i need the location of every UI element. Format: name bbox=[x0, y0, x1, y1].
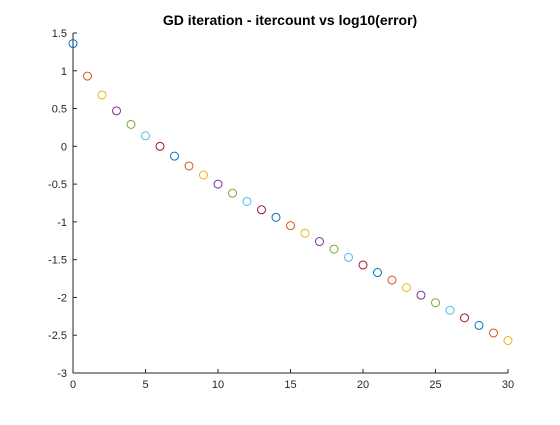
data-point bbox=[358, 260, 368, 270]
data-point bbox=[373, 268, 382, 278]
x-tick-label: 5 bbox=[142, 379, 148, 391]
data-point bbox=[286, 221, 295, 231]
data-point bbox=[228, 188, 237, 198]
chart-title: GD iteration - itercount vs log10(error) bbox=[163, 12, 417, 28]
data-point bbox=[141, 131, 150, 141]
y-tick-label: -2.5 bbox=[48, 330, 67, 342]
x-tick-label: 10 bbox=[212, 379, 224, 391]
data-point bbox=[184, 161, 194, 171]
data-point bbox=[199, 170, 208, 180]
data-point bbox=[213, 179, 223, 189]
data-point bbox=[68, 39, 78, 49]
y-tick-label: -1.5 bbox=[48, 255, 67, 267]
data-points bbox=[68, 39, 513, 346]
x-tick-label: 0 bbox=[70, 379, 76, 391]
data-point bbox=[242, 196, 252, 206]
data-point bbox=[431, 298, 440, 308]
data-point bbox=[271, 212, 281, 222]
data-point bbox=[315, 237, 324, 247]
data-point bbox=[155, 141, 165, 151]
y-tick-label: 0.5 bbox=[52, 104, 67, 116]
y-tick-label: 1.5 bbox=[52, 28, 67, 40]
data-point bbox=[402, 283, 411, 293]
ticks: 0 5 10 15 20 25 30 -3 -2.5 -2 -1.5 -1 -0.5 0 0.5 1 1.5 bbox=[48, 28, 514, 391]
y-tick-label: 0 bbox=[61, 141, 67, 153]
data-point bbox=[387, 275, 397, 285]
x-tick-label: 30 bbox=[502, 379, 514, 391]
data-point bbox=[416, 290, 426, 300]
data-point bbox=[126, 119, 136, 129]
data-point bbox=[489, 328, 498, 338]
data-point bbox=[344, 252, 353, 262]
data-point bbox=[300, 228, 310, 238]
x-tick-label: 25 bbox=[429, 379, 441, 391]
y-tick-label: 1 bbox=[61, 66, 67, 78]
x-tick-label: 15 bbox=[284, 379, 296, 391]
data-point bbox=[474, 320, 484, 330]
data-point bbox=[503, 336, 513, 346]
data-point bbox=[112, 106, 121, 116]
data-point bbox=[329, 244, 339, 254]
y-tick-label: -2 bbox=[57, 292, 67, 304]
y-tick-label: -3 bbox=[57, 368, 67, 380]
x-tick-label: 20 bbox=[357, 379, 369, 391]
data-point bbox=[97, 90, 107, 100]
y-tick-label: -0.5 bbox=[48, 179, 67, 191]
y-tick-label: -1 bbox=[57, 217, 67, 229]
data-point bbox=[445, 305, 455, 315]
data-point bbox=[170, 151, 179, 161]
axes bbox=[72, 33, 508, 374]
data-point bbox=[83, 71, 92, 81]
data-point bbox=[460, 313, 469, 323]
data-point bbox=[257, 205, 266, 215]
